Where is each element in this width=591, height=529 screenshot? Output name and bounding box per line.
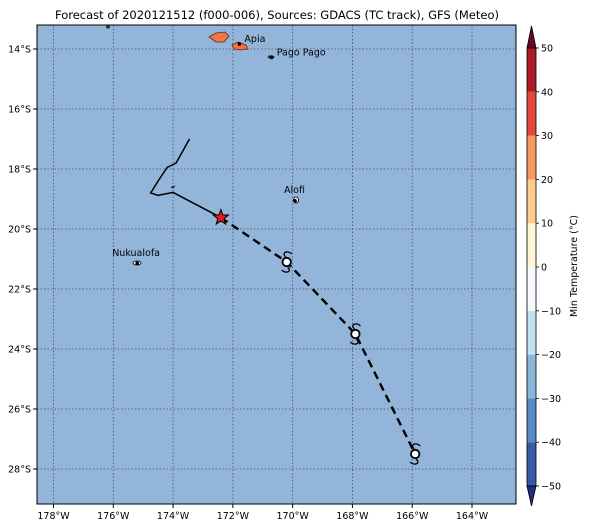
colorbar-tick-label: 50 [541, 44, 553, 55]
x-tick-label: 176°W [97, 511, 130, 522]
colorbar-segment [527, 267, 536, 311]
ocean-background [37, 25, 516, 504]
city-label: Alofi [284, 185, 305, 196]
colorbar-label: Min Temperature (°C) [569, 215, 580, 317]
city-marker [135, 261, 139, 266]
map-panel: 178°W 176°W 174°W 172°W 170°W 168°W 166°W 164°W… [8, 24, 517, 522]
island-small [106, 25, 110, 29]
colorbar-tick-label: −30 [541, 394, 561, 405]
y-tick-label: 26°S [8, 405, 31, 416]
y-tick-label: 28°S [8, 465, 31, 476]
colorbar-segment [527, 223, 536, 267]
land-islands [106, 25, 299, 266]
x-tick-label: 172°W [217, 511, 250, 522]
cyclone-symbol [281, 251, 293, 273]
map-frame [36, 24, 517, 505]
colorbar-max-extend [526, 25, 537, 49]
x-tick-label: 178°W [37, 511, 70, 522]
colorbar-segment [527, 310, 536, 355]
x-tick-label: 170°W [277, 511, 310, 522]
colorbar-segment [527, 135, 536, 180]
x-tick-label: 168°W [336, 511, 369, 522]
colorbar-tick-label: 40 [541, 87, 553, 98]
colorbar-tick-label: 0 [541, 263, 547, 274]
y-tick-label: 18°S [8, 165, 31, 176]
y-tick-label: 22°S [8, 285, 31, 296]
city-label: Pago Pago [277, 47, 326, 58]
past-track-line [149, 138, 222, 219]
colorbar-tick-label: −50 [541, 482, 561, 493]
island-upolu [208, 31, 230, 43]
colorbar-segment [527, 442, 536, 486]
cyclone-symbol [349, 323, 361, 345]
colorbar: 50 40 30 20 10 0 −10 −20 −30 −40 −50 Min Temperatur… [526, 25, 580, 507]
colorbar-tick-label: 30 [541, 131, 553, 142]
colorbar-tick-label: 10 [541, 219, 553, 230]
y-tick-label: 14°S [8, 45, 31, 56]
colorbar-tick-label: −40 [541, 438, 561, 449]
y-tick-label: 16°S [8, 105, 31, 116]
y-tick-label: 20°S [8, 225, 31, 236]
x-tick-label: 174°W [157, 511, 190, 522]
island-tutuila [231, 41, 249, 51]
cyclone-symbol [409, 443, 421, 465]
current-position-star [211, 208, 230, 226]
y-tick-label: 24°S [8, 345, 31, 356]
colorbar-tick-label: −20 [541, 350, 561, 361]
city-label: Nukualofa [112, 248, 160, 259]
colorbar-tick-label: −10 [541, 306, 561, 317]
colorbar-segment [527, 398, 536, 443]
colorbar-segment [527, 91, 536, 136]
city-marker [269, 55, 274, 60]
island-small [170, 185, 176, 189]
x-tick-label: 164°W [456, 511, 489, 522]
colorbar-segment [527, 354, 536, 399]
colorbar-min-extend [526, 485, 537, 507]
map-title: Forecast of 2020121512 (f000-006), Sourc… [55, 8, 499, 22]
city-label: Apia [244, 34, 265, 45]
colorbar-tick-label: 20 [541, 175, 553, 186]
city-marker [293, 199, 297, 203]
forecast-track-line [220, 216, 417, 455]
x-tick-label: 166°W [396, 511, 429, 522]
city-marker [237, 42, 242, 46]
colorbar-segment [527, 179, 536, 224]
colorbar-segment [527, 48, 536, 92]
